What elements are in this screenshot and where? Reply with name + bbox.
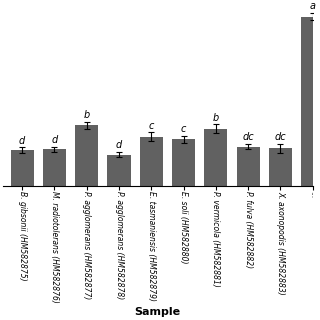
Bar bbox=[204, 129, 228, 186]
Text: d: d bbox=[19, 136, 25, 146]
Text: dc: dc bbox=[242, 132, 254, 142]
Text: c: c bbox=[181, 124, 186, 134]
Bar bbox=[75, 125, 98, 186]
Bar bbox=[172, 140, 195, 186]
Bar bbox=[140, 137, 163, 186]
Bar bbox=[236, 147, 260, 186]
Text: d: d bbox=[51, 135, 58, 145]
Text: b: b bbox=[213, 113, 219, 123]
Text: dc: dc bbox=[275, 132, 286, 142]
Text: b: b bbox=[84, 110, 90, 120]
Text: a: a bbox=[310, 1, 316, 12]
Bar bbox=[269, 148, 292, 186]
Bar bbox=[301, 17, 320, 186]
Text: d: d bbox=[116, 140, 122, 150]
Text: c: c bbox=[148, 121, 154, 131]
Bar bbox=[11, 150, 34, 186]
Bar bbox=[108, 155, 131, 186]
Bar bbox=[43, 149, 66, 186]
X-axis label: Sample: Sample bbox=[135, 307, 181, 317]
